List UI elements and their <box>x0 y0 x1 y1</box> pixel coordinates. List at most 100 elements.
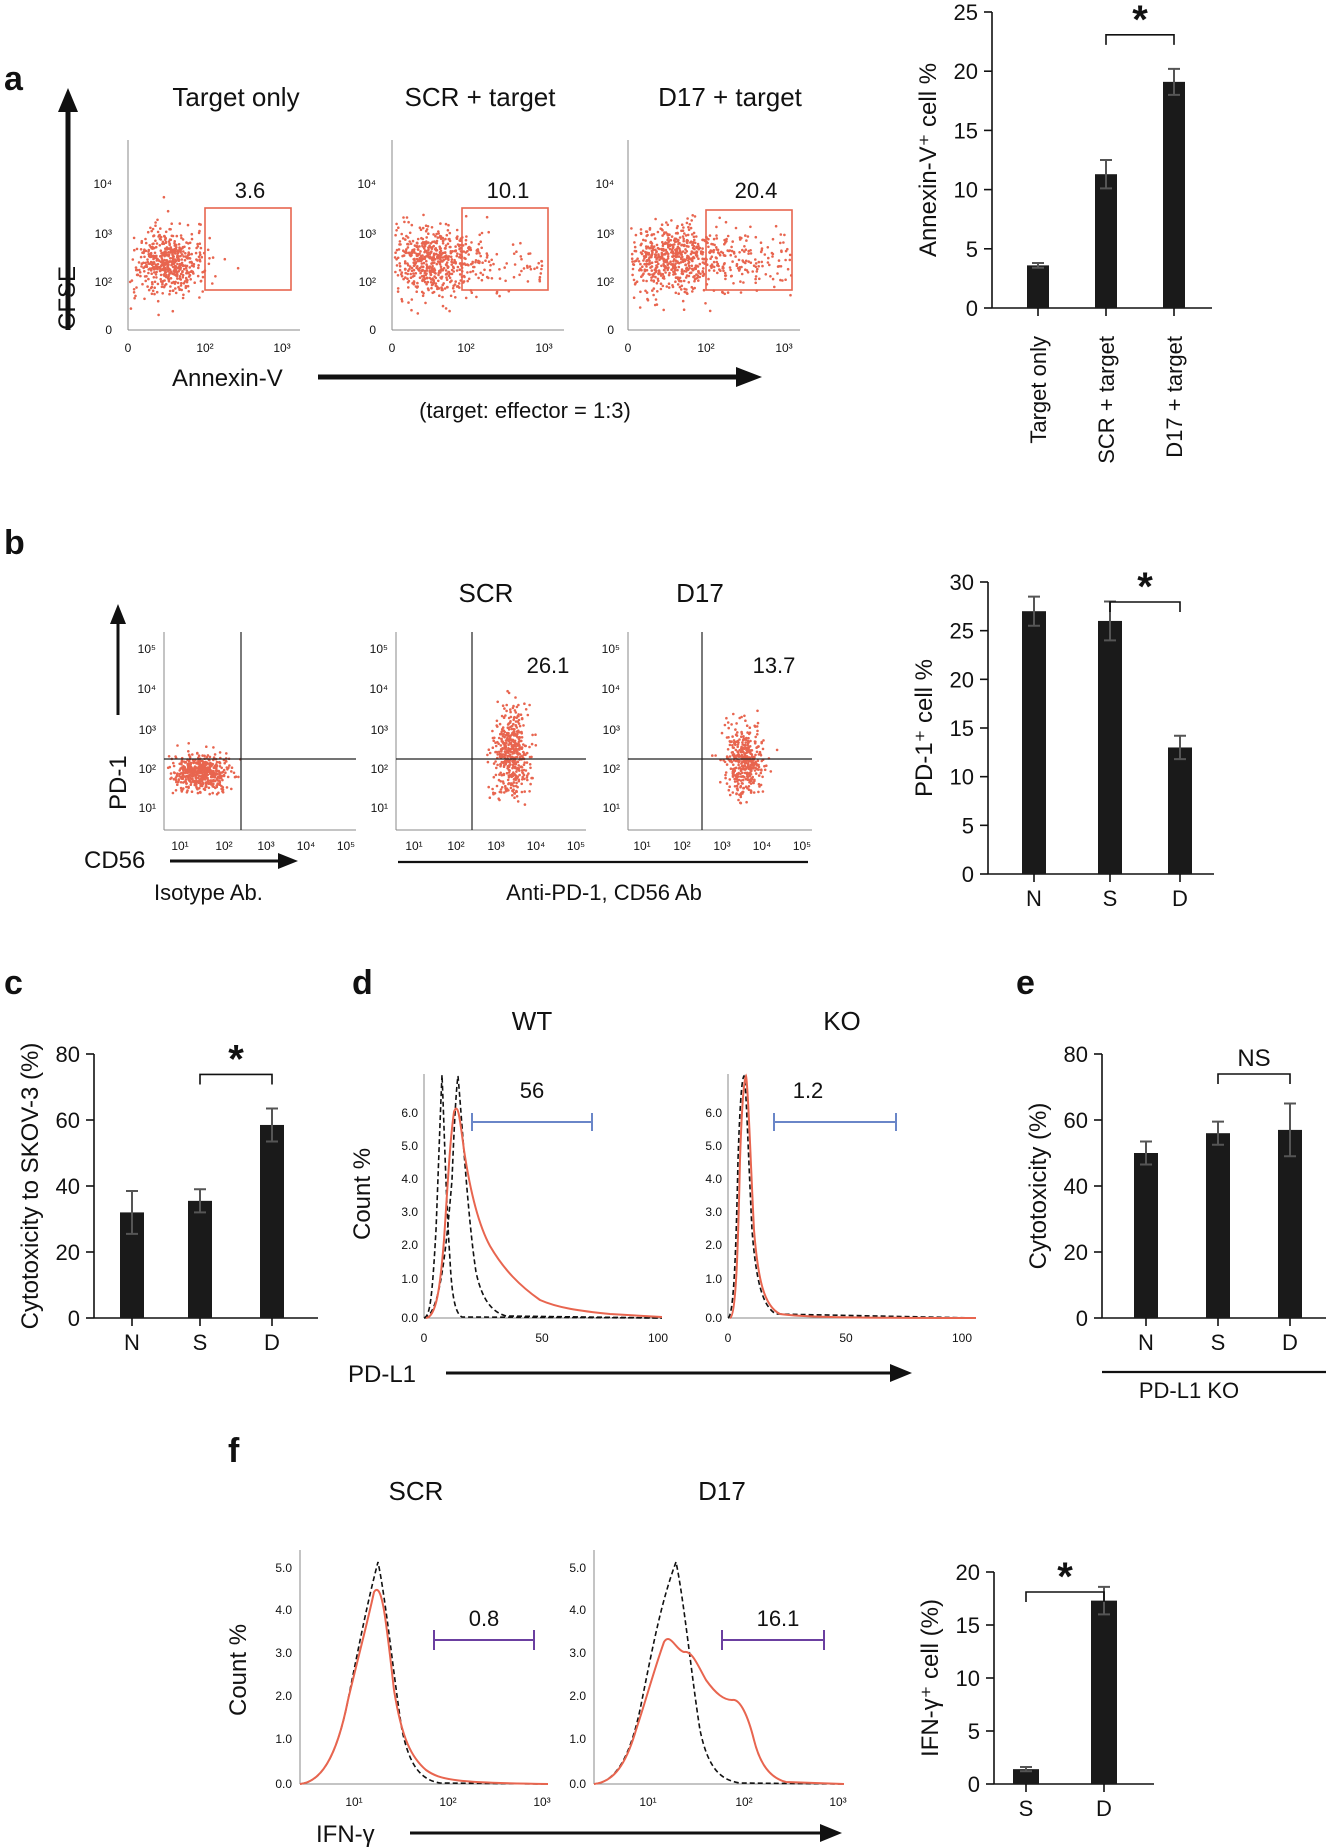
event-dot <box>164 230 168 234</box>
event-dot <box>500 730 504 733</box>
event-dot <box>407 220 410 224</box>
event-dot <box>756 729 759 733</box>
event-dot <box>428 269 432 272</box>
event-dot <box>727 726 730 730</box>
panel-d-title-1: WT <box>512 1006 553 1036</box>
event-dot <box>643 262 646 266</box>
event-dot <box>511 755 514 759</box>
event-dot <box>728 778 732 781</box>
event-dot <box>474 260 477 264</box>
event-dot <box>153 292 156 296</box>
event-dot <box>516 768 519 771</box>
event-dot <box>746 731 749 734</box>
panel-f-plot-2-xtick-1: 10¹ <box>639 1795 656 1809</box>
event-dot <box>146 285 149 288</box>
event-dot <box>685 267 689 270</box>
event-dot <box>412 282 416 286</box>
panel-a-plot-2-ytick-1: 10⁴ <box>357 177 376 191</box>
event-dot <box>206 754 210 757</box>
event-dot <box>208 769 211 773</box>
panel-a-gate-2 <box>461 207 549 291</box>
panel-b-plot-1-ytick-5: 10¹ <box>139 801 156 815</box>
panel-a-plot-3: 20.4 10⁴ 10³ 10² 0 0 10² 10³ <box>595 140 800 355</box>
event-dot <box>510 783 514 786</box>
event-dot <box>522 763 526 766</box>
event-dot <box>492 762 496 765</box>
event-dot <box>459 239 462 242</box>
event-dot <box>456 265 460 269</box>
event-dot <box>187 253 191 256</box>
event-dot <box>419 228 423 232</box>
event-dot <box>534 744 538 747</box>
event-dot <box>200 255 204 259</box>
e_bar-category-label: S <box>1211 1330 1226 1355</box>
event-dot <box>205 763 208 766</box>
event-dot <box>502 765 506 768</box>
panel-a-y-label: CFSE <box>54 266 81 330</box>
event-dot <box>757 782 761 786</box>
event-dot <box>753 779 756 783</box>
event-dot <box>187 251 190 254</box>
event-dot <box>156 299 160 303</box>
event-dot <box>780 250 783 254</box>
event-dot <box>738 238 742 241</box>
panel-a-plot-2-ytick-2: 10³ <box>359 227 376 241</box>
panel-b-plot-2-xtick-2: 10² <box>447 839 464 853</box>
event-dot <box>148 244 151 247</box>
event-dot <box>422 213 425 217</box>
event-dot <box>702 267 705 270</box>
event-dot <box>500 791 503 794</box>
event-dot <box>645 279 648 283</box>
event-dot <box>185 782 188 785</box>
event-dot <box>453 258 456 262</box>
event-dot <box>652 245 656 248</box>
event-dot <box>781 279 784 282</box>
event-dot <box>491 787 494 791</box>
c_bar-category-label: N <box>124 1330 140 1355</box>
event-dot <box>425 236 429 239</box>
event-dot <box>223 257 227 261</box>
panel-f-letter: f <box>228 1432 240 1470</box>
event-dot <box>697 270 700 273</box>
event-dot <box>766 246 770 249</box>
event-dot <box>427 241 430 244</box>
event-dot <box>756 709 759 713</box>
event-dot <box>745 239 748 242</box>
event-dot <box>650 245 653 248</box>
event-dot <box>161 280 164 284</box>
event-dot <box>749 252 753 255</box>
event-dot <box>487 748 491 751</box>
event-dot <box>687 228 691 232</box>
event-dot <box>505 771 509 775</box>
event-dot <box>170 281 174 285</box>
event-dot <box>452 270 456 273</box>
event-dot <box>132 288 136 291</box>
event-dot <box>650 269 654 272</box>
event-dot <box>751 756 755 759</box>
e_bar-ytick-label: 40 <box>1064 1174 1088 1199</box>
event-dot <box>191 753 194 756</box>
event-dot <box>732 282 735 285</box>
event-dot <box>754 753 757 757</box>
event-dot <box>134 268 138 272</box>
c_bar-ytick-label: 60 <box>56 1108 80 1133</box>
event-dot <box>147 271 150 275</box>
event-dot <box>170 776 173 780</box>
event-dot <box>154 273 158 276</box>
event-dot <box>644 253 648 256</box>
event-dot <box>450 272 454 276</box>
event-dot <box>458 244 461 248</box>
event-dot <box>743 744 746 747</box>
event-dot <box>758 785 761 788</box>
event-dot <box>159 267 162 271</box>
event-dot <box>633 241 636 244</box>
event-dot <box>132 236 136 240</box>
event-dot <box>661 276 665 280</box>
event-dot <box>207 767 210 770</box>
event-dot <box>693 238 696 242</box>
event-dot <box>215 760 219 764</box>
event-dot <box>680 257 683 261</box>
event-dot <box>697 279 700 282</box>
a_bar-bar <box>1027 265 1049 308</box>
panel-d-plot-2-ytick-2: 5.0 <box>705 1139 722 1153</box>
